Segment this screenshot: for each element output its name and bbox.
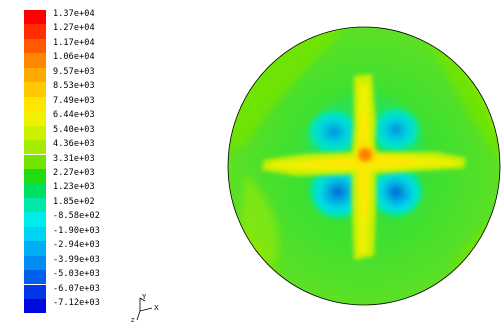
domain-outline [227, 26, 501, 306]
colorbar-tick-label: 1.37e+04 [53, 9, 95, 19]
colorbar-swatch [24, 125, 46, 140]
colorbar-tick-label: 3.31e+03 [53, 153, 95, 164]
colorbar-swatch [24, 53, 46, 68]
colorbar-swatch [24, 168, 46, 184]
axis-x-label: X [154, 304, 159, 312]
colorbar-swatch [24, 226, 46, 242]
colorbar-tick-label: -8.58e+02 [53, 211, 100, 222]
colorbar-swatch [24, 96, 46, 112]
colorbar-swatch [24, 82, 46, 97]
colorbar-tick-label: -1.90e+03 [53, 225, 100, 236]
colorbar-swatch [24, 154, 46, 169]
colorbar-tick-label: 1.06e+04 [53, 52, 95, 63]
colorbar-swatch [24, 197, 46, 213]
colorbar-tick-label: 8.53e+03 [53, 81, 95, 92]
colorbar-tick-label: -6.07e+03 [53, 283, 100, 294]
axis-z-label: Z [131, 318, 135, 324]
colorbar-swatch [24, 284, 46, 299]
colorbar-tick-label: 2.27e+03 [53, 167, 95, 178]
colorbar-tick-label: 1.85e+02 [53, 196, 95, 207]
colorbar-swatch [24, 241, 46, 256]
axis-triad-lines [136, 297, 153, 321]
colorbar-tick-label: 6.44e+03 [53, 110, 95, 121]
colorbar-swatch [24, 67, 46, 83]
colorbar-tick-label: -2.94e+03 [53, 240, 100, 251]
colorbar-tick-label: 4.36e+03 [53, 139, 95, 150]
colorbar-swatch [24, 299, 46, 314]
axis-triad: Y X Z [128, 291, 168, 325]
colorbar-tick-label: 5.40e+03 [53, 124, 95, 135]
colorbar-swatch [24, 10, 46, 25]
colorbar-tick-label: 9.57e+03 [53, 66, 95, 77]
contour-plot-svg [227, 26, 501, 306]
colorbar-swatch [24, 183, 46, 198]
colorbar-tick-label: 1.17e+04 [53, 37, 95, 48]
colorbar-swatch [24, 212, 46, 227]
colorbar-swatch [24, 38, 46, 54]
contour-plot [226, 24, 503, 308]
colorbar-tick-label: -7.12e+03 [53, 298, 100, 308]
colorbar-tick-label: 7.49e+03 [53, 95, 95, 106]
colorbar-tick-label: 1.27e+04 [53, 23, 95, 34]
colorbar-swatch [24, 255, 46, 271]
colorbar-swatch [24, 140, 46, 155]
colorbar-swatch [24, 24, 46, 39]
colorbar-tick-label: 1.23e+03 [53, 182, 95, 193]
colorbar-swatch [24, 111, 46, 126]
colorbar-tick-label: -3.99e+03 [53, 254, 100, 265]
axis-y-label: Y [142, 293, 147, 301]
colorbar-legend: 1.37e+04 1.27e+04 1.17e+04 1.06e+04 9.57e+03… [24, 9, 164, 316]
colorbar-swatch [24, 270, 46, 285]
colorbar-tick-label: -5.03e+03 [53, 269, 100, 280]
